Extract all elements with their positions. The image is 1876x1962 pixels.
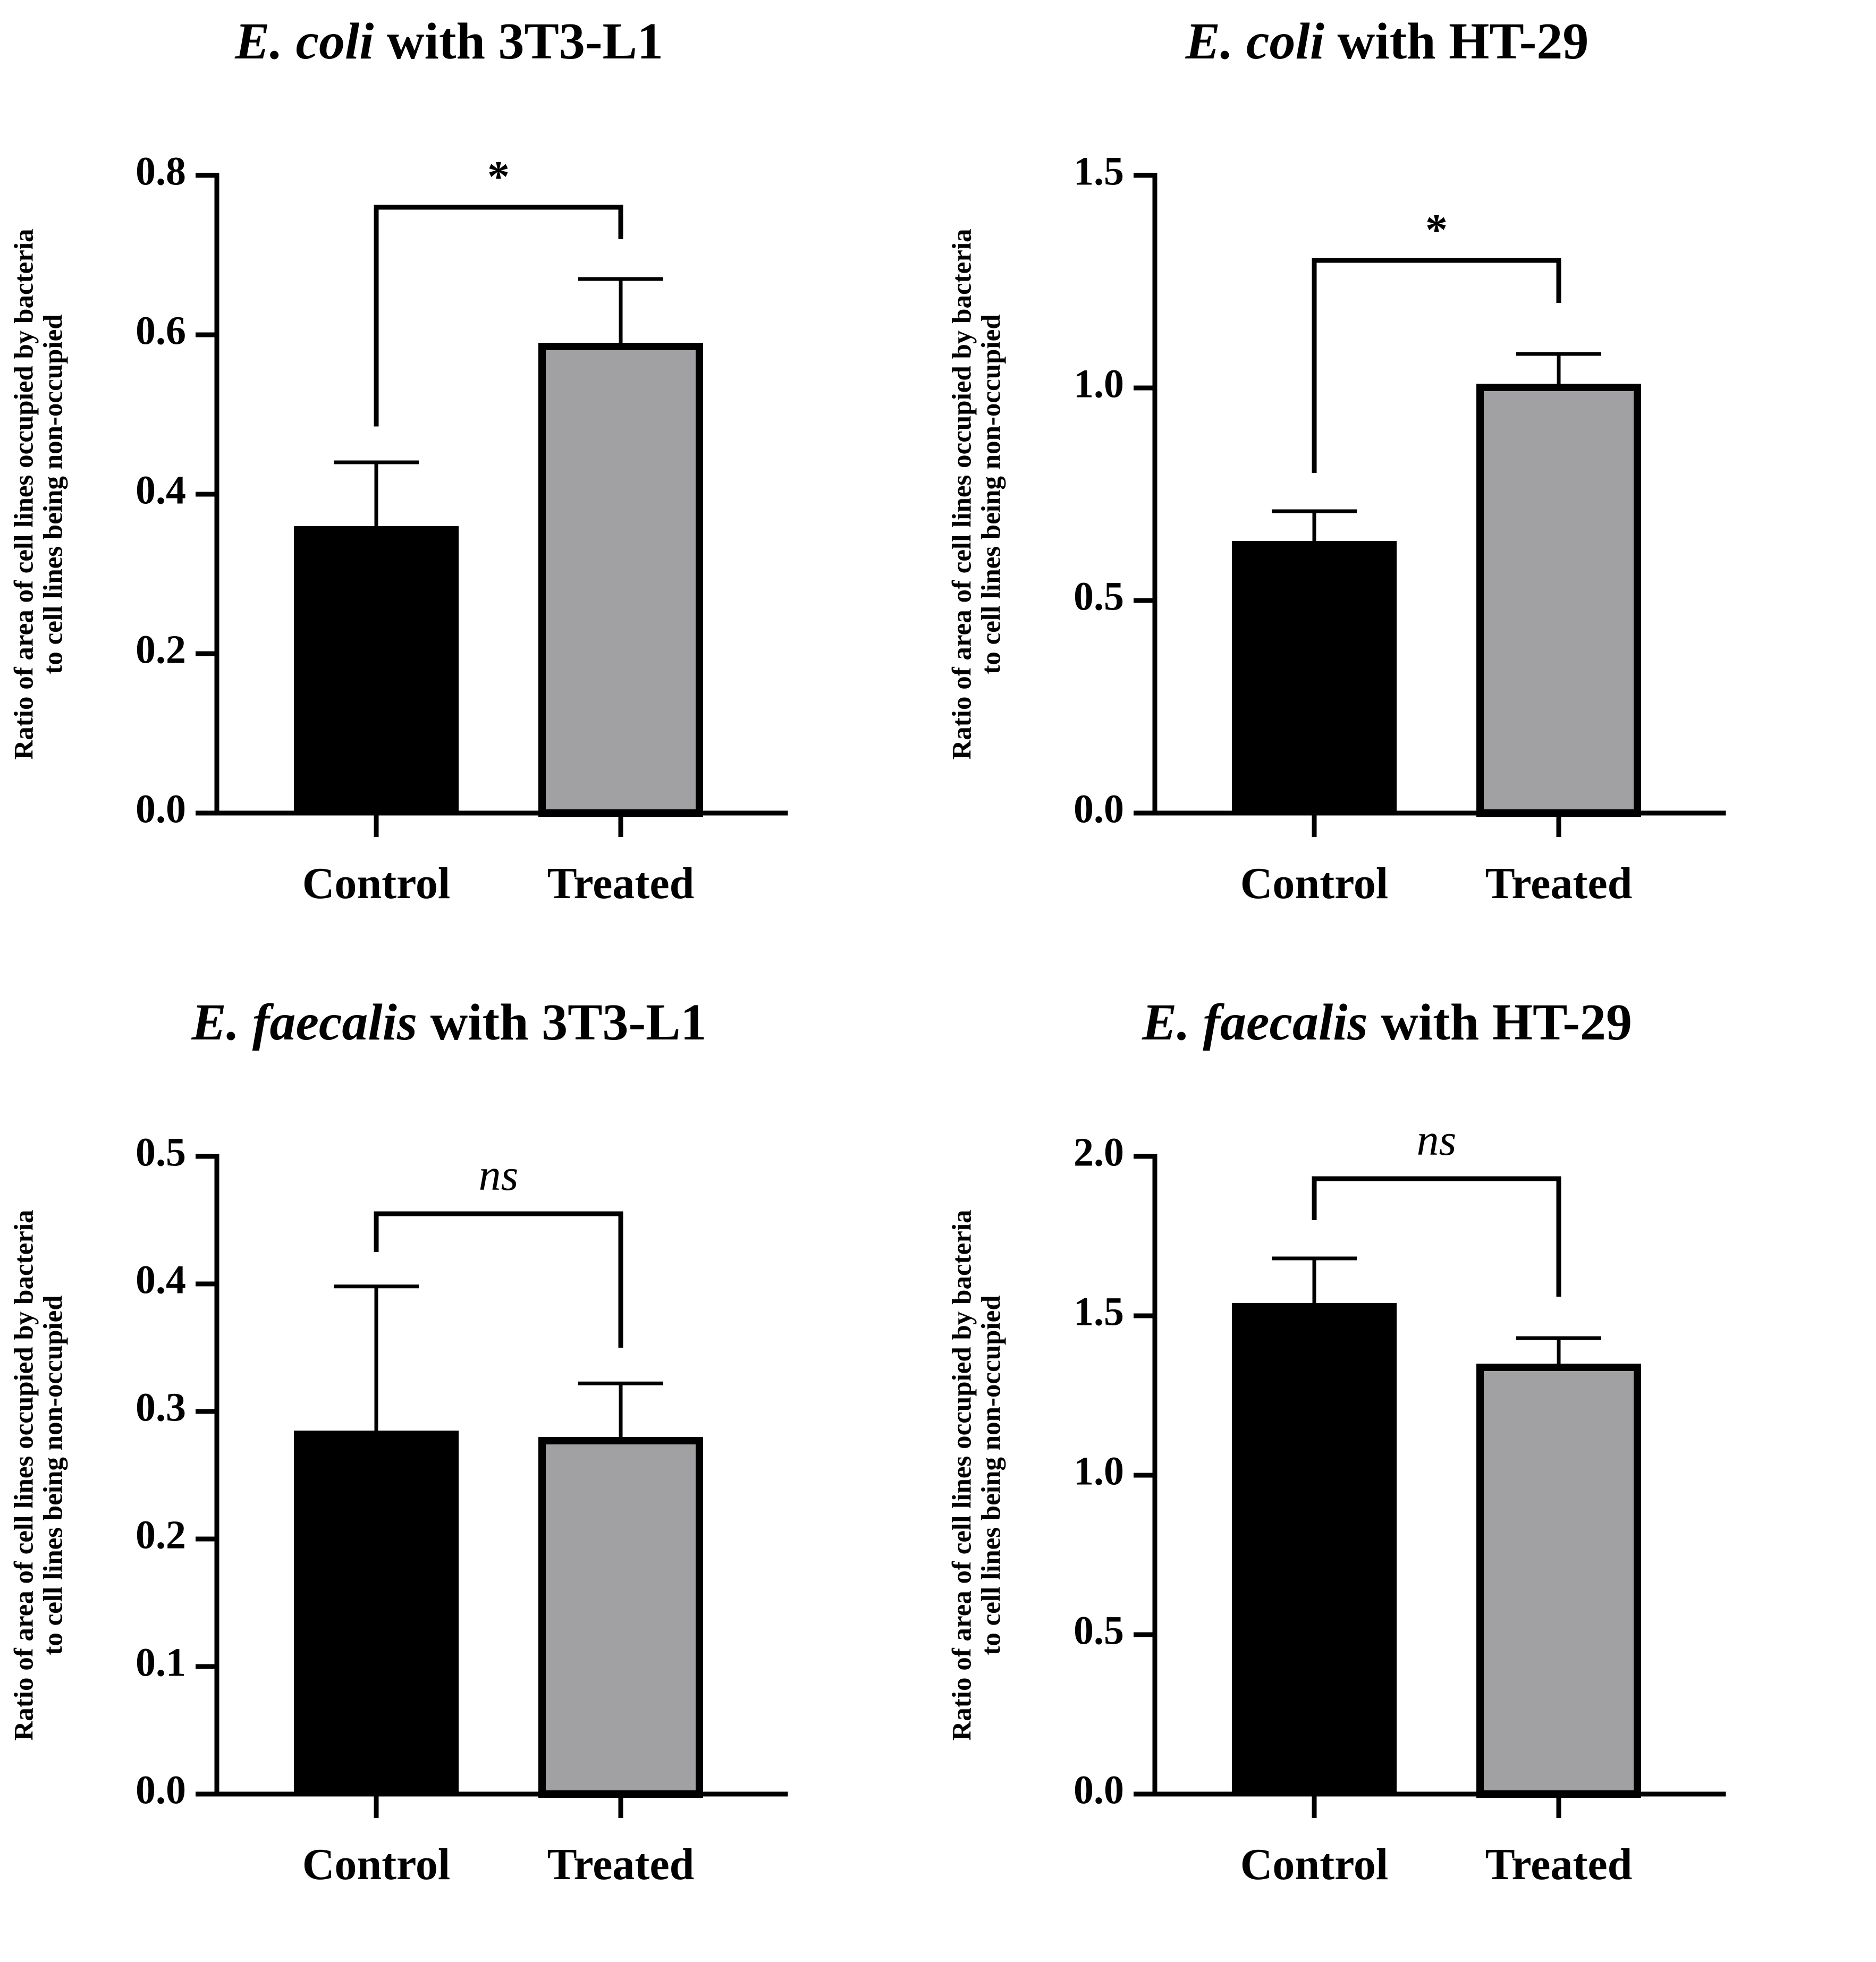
y-tick-label: 0.0 [1074, 787, 1124, 831]
panel-efaecalis-ht29: E. faecalis with HT-29 Ratio of area of c… [938, 981, 1876, 1962]
x-tick-label-treated: Treated [547, 1840, 695, 1889]
panel-efaecalis-3t3l1: E. faecalis with 3T3-L1 Ratio of area of … [0, 981, 938, 1962]
y-tick-label: 0.6 [136, 308, 186, 353]
y-tick-label: 0.1 [136, 1640, 186, 1685]
bar-treated [1476, 1364, 1641, 1798]
chart-svg: E. coli with 3T3-L1 Ratio of area of cell… [10, 13, 788, 908]
y-axis-label-line1: Ratio of area of cell lines occupied by … [948, 229, 977, 759]
y-tick-label: 1.5 [1074, 1289, 1124, 1334]
chart-svg: E. faecalis with 3T3-L1 Ratio of area of … [10, 994, 788, 1889]
x-tick-label-treated: Treated [547, 859, 695, 908]
y-tick-label: 0.3 [136, 1385, 186, 1430]
y-axis-label-line2: to cell lines being non-occupied [977, 314, 1007, 674]
chart-title-cellline: with HT-29 [1324, 13, 1588, 70]
y-tick-label: 1.0 [1074, 1449, 1124, 1493]
x-tick-label-control: Control [1240, 1840, 1388, 1889]
y-tick-label: 0.0 [136, 1768, 186, 1812]
y-tick-label: 0.5 [1074, 574, 1124, 619]
y-tick-label: 0.0 [1074, 1768, 1124, 1812]
y-axis-label-line2: to cell lines being non-occupied [39, 314, 69, 674]
chart-svg: E. faecalis with HT-29 Ratio of area of c… [948, 994, 1726, 1889]
x-tick-label-control: Control [302, 1840, 450, 1889]
significance-bracket [1312, 1176, 1561, 1297]
bar-treated [1476, 384, 1641, 817]
x-tick-label-treated: Treated [1485, 859, 1633, 908]
chart-title-cellline: with 3T3-L1 [374, 13, 663, 70]
chart-title: E. coli with HT-29 [1185, 13, 1589, 70]
significance-label: * [1425, 205, 1448, 255]
bar-control [294, 526, 459, 813]
bar-treated [538, 343, 703, 817]
y-tick-label: 0.4 [136, 468, 186, 512]
bar-control [1232, 541, 1397, 813]
chart-title: E. faecalis with 3T3-L1 [191, 994, 706, 1051]
x-tick-label-control: Control [302, 859, 450, 908]
x-tick-label-treated: Treated [1485, 1840, 1633, 1889]
chart-svg: E. coli with HT-29 Ratio of area of cell … [948, 13, 1726, 908]
chart-title-cellline: with 3T3-L1 [417, 994, 707, 1051]
x-tick-label-control: Control [1240, 859, 1388, 908]
y-axis-label-line1: Ratio of area of cell lines occupied by … [10, 1210, 39, 1740]
bar-treated [538, 1437, 703, 1798]
y-axis-label-line1: Ratio of area of cell lines occupied by … [948, 1210, 977, 1740]
chart-title-species: E. coli [1185, 13, 1324, 70]
bar-control [1232, 1303, 1397, 1794]
y-axis-label-line2: to cell lines being non-occupied [977, 1295, 1007, 1655]
chart-title: E. coli with 3T3-L1 [234, 13, 663, 70]
chart-title-cellline: with HT-29 [1368, 994, 1632, 1051]
significance-bracket [1312, 258, 1561, 473]
chart-title-species: E. faecalis [191, 994, 417, 1051]
significance-bracket [374, 205, 623, 427]
chart-title-species: E. faecalis [1142, 994, 1368, 1051]
significance-bracket [374, 1211, 623, 1348]
y-tick-label: 2.0 [1074, 1130, 1124, 1174]
y-tick-label: 0.5 [1074, 1608, 1124, 1653]
y-tick-label: 0.2 [136, 1512, 186, 1557]
y-tick-label: 1.5 [1074, 149, 1124, 193]
significance-label: ns [479, 1151, 519, 1200]
y-tick-label: 0.8 [136, 149, 186, 193]
chart-title-species: E. coli [234, 13, 374, 70]
chart-title: E. faecalis with HT-29 [1142, 994, 1632, 1051]
panel-ecoli-ht29: E. coli with HT-29 Ratio of area of cell … [938, 0, 1876, 981]
y-tick-label: 0.5 [136, 1130, 186, 1174]
y-tick-label: 1.0 [1074, 361, 1124, 406]
significance-label: ns [1417, 1115, 1457, 1165]
y-axis-label-line1: Ratio of area of cell lines occupied by … [10, 229, 39, 759]
y-tick-label: 0.2 [136, 627, 186, 672]
panel-ecoli-3t3l1: E. coli with 3T3-L1 Ratio of area of cell… [0, 0, 938, 981]
y-tick-label: 0.0 [136, 787, 186, 831]
significance-label: * [487, 152, 510, 201]
y-axis-label-line2: to cell lines being non-occupied [39, 1295, 69, 1655]
bar-control [294, 1431, 459, 1794]
y-tick-label: 0.4 [136, 1257, 186, 1302]
